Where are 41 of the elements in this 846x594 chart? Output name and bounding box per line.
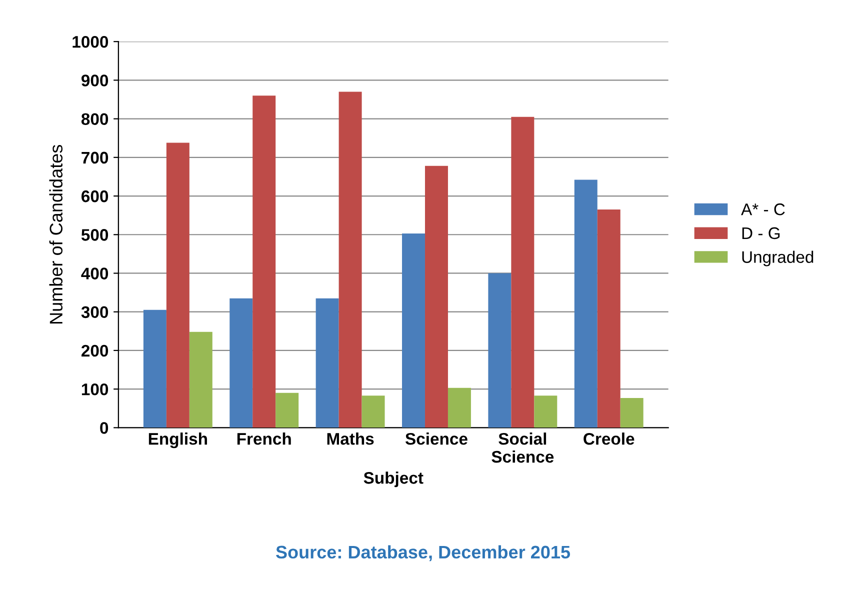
y-tick-label: 1000 [72, 36, 108, 48]
bar [574, 180, 598, 428]
bar [230, 298, 253, 428]
x-tick-label: Science [405, 432, 468, 445]
bar [488, 273, 512, 428]
bar [534, 396, 558, 428]
bar [166, 142, 190, 428]
y-tick-label: 900 [81, 74, 108, 86]
x-axis-title: Subject [364, 472, 424, 488]
y-tick-label: 500 [81, 229, 108, 241]
x-tick-label: English [148, 432, 207, 448]
x-tick-label: Maths [327, 432, 374, 445]
bar [276, 392, 299, 428]
legend-label: D - G [742, 227, 780, 240]
bar [189, 332, 212, 428]
y-tick-label: 600 [82, 190, 108, 202]
bar [448, 388, 471, 428]
bar [597, 210, 620, 428]
x-tick-label: French [237, 432, 291, 445]
bar [402, 233, 425, 428]
bar [620, 398, 644, 428]
bar [511, 116, 534, 428]
bar [424, 166, 448, 428]
y-axis-title: Number of Candidates [49, 144, 63, 324]
bar [362, 396, 385, 428]
source-note: Source: Database, December 2015 [276, 545, 570, 562]
y-tick-label: 300 [81, 306, 108, 318]
y-tick-label: 400 [81, 268, 108, 280]
y-tick-label: 700 [82, 152, 108, 164]
y-tick-label: 0 [100, 422, 108, 434]
y-tick-label: 200 [81, 344, 108, 357]
bar [143, 310, 166, 428]
legend-label: A* - C [741, 203, 785, 216]
bar [252, 96, 276, 428]
x-tick-label: Social Science [492, 432, 554, 463]
y-tick-label: 800 [81, 113, 108, 126]
legend-label: Ungraded [742, 250, 814, 266]
bar [338, 92, 362, 428]
y-tick-label: 100 [82, 383, 108, 396]
x-tick-label: Creole [584, 432, 634, 445]
bar [316, 298, 339, 428]
